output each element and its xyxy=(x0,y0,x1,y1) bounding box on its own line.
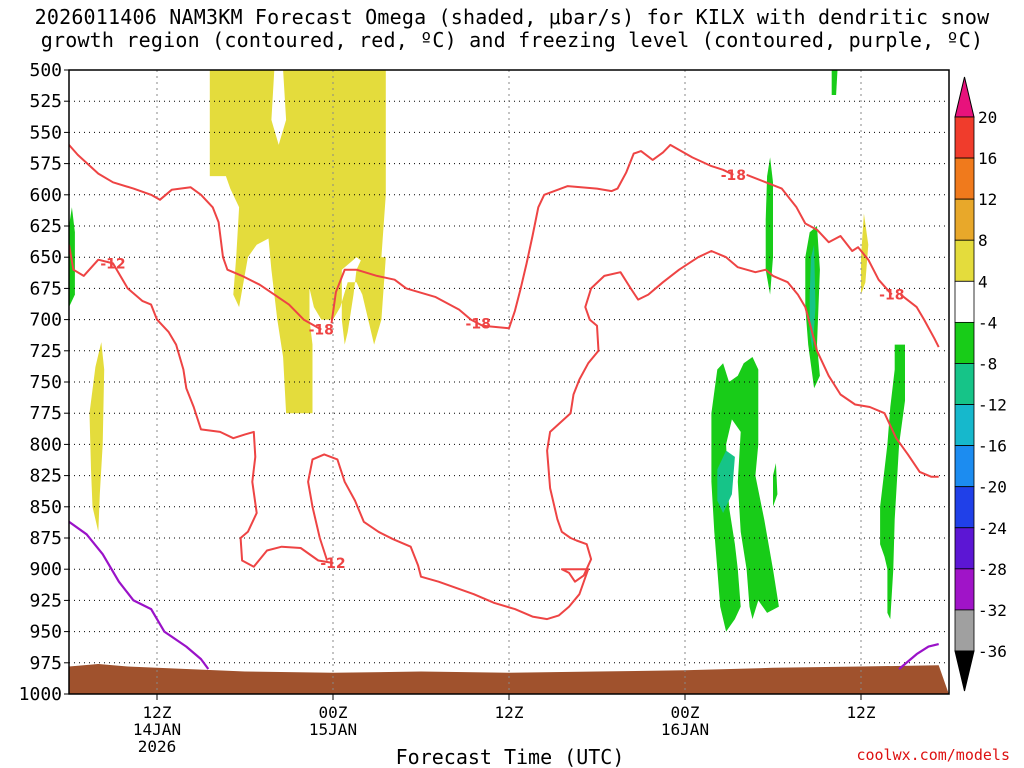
colorbar-bin xyxy=(954,445,975,488)
contour-labels: -12 -18 -18 -12 -18 -18 xyxy=(100,168,904,572)
colorbar-label: -20 xyxy=(978,478,1007,497)
colorbar: 20 16 12 8 4 -4 -8 -12 -16 -20 -24 -28 -32 -36 xyxy=(954,76,1007,692)
colorbar-bin xyxy=(954,280,975,323)
freezing-level-contour xyxy=(898,643,939,670)
colorbar-label: 20 xyxy=(978,108,997,127)
dgz-contour xyxy=(746,173,893,296)
x-tick-label: 12Z xyxy=(495,703,524,722)
colorbar-bin xyxy=(954,568,975,611)
colorbar-bin xyxy=(954,404,975,447)
colorbar-label: -4 xyxy=(978,313,997,332)
contour-lines xyxy=(69,143,940,670)
y-tick-label: 675 xyxy=(29,278,62,299)
colorbar-label: -24 xyxy=(978,519,1007,538)
dgz-contour xyxy=(330,143,734,330)
y-tick-label: 625 xyxy=(29,216,62,237)
y-tick-label: 550 xyxy=(29,122,62,143)
freezing-level-contour xyxy=(69,520,210,670)
grid-lines xyxy=(69,70,949,694)
contour-label: -18 xyxy=(466,316,491,332)
omega-region xyxy=(209,70,386,414)
colorbar-bin xyxy=(954,321,975,364)
site-credit: coolwx.com/models xyxy=(856,746,1010,764)
colorbar-label: -8 xyxy=(978,354,997,373)
omega-region xyxy=(831,70,838,95)
y-tick-label: 500 xyxy=(29,60,62,81)
y-tick-label: 575 xyxy=(29,154,62,175)
y-tick-label: 750 xyxy=(29,372,62,393)
x-tick-label: 16JAN xyxy=(661,720,709,739)
colorbar-bin xyxy=(954,486,975,529)
omega-region xyxy=(809,244,816,351)
colorbar-bin xyxy=(954,609,975,652)
omega-region xyxy=(880,344,905,620)
colorbar-bin xyxy=(954,116,975,159)
dgz-contour xyxy=(69,244,334,568)
y-tick-label: 825 xyxy=(29,466,62,487)
y-tick-label: 925 xyxy=(29,590,62,611)
colorbar-label: 12 xyxy=(978,190,997,209)
dgz-contour xyxy=(69,144,322,331)
y-tick-label: 900 xyxy=(29,559,62,580)
chart-title-line2: growth region (contoured, red, ºC) and f… xyxy=(40,28,984,52)
x-tick-label: 12Z xyxy=(847,703,876,722)
y-tick-label: 700 xyxy=(29,310,62,331)
terrain-fill xyxy=(69,664,949,694)
dgz-contour xyxy=(899,293,940,348)
colorbar-bin xyxy=(954,198,975,241)
colorbar-label: -28 xyxy=(978,560,1007,579)
x-tick-label: 2026 xyxy=(138,737,177,756)
contour-label: -12 xyxy=(320,556,345,572)
dgz-contour xyxy=(307,250,939,621)
colorbar-bin xyxy=(954,527,975,570)
y-tick-label: 525 xyxy=(29,91,62,112)
y-tick-label: 975 xyxy=(29,653,62,674)
omega-region xyxy=(773,463,778,507)
y-tick-label: 800 xyxy=(29,434,62,455)
terrain-surface xyxy=(69,664,949,694)
colorbar-label: -36 xyxy=(978,642,1007,661)
contour-label: -18 xyxy=(879,288,904,304)
x-tick-label: 00Z xyxy=(671,703,700,722)
contour-label: -18 xyxy=(309,323,334,339)
colorbar-label: 4 xyxy=(978,272,988,291)
y-tick-label: 1000 xyxy=(19,684,62,705)
y-tick-label: 725 xyxy=(29,341,62,362)
omega-region xyxy=(711,357,779,632)
contour-label: -18 xyxy=(721,168,746,184)
y-tick-label: 950 xyxy=(29,622,62,643)
colorbar-bin xyxy=(954,363,975,405)
omega-region xyxy=(717,450,735,513)
omega-region xyxy=(89,342,105,532)
x-tick-label: 15JAN xyxy=(309,720,357,739)
chart-title-line1: 2026011406 NAM3KM Forecast Omega (shaded… xyxy=(34,5,990,29)
y-tick-label: 850 xyxy=(29,497,62,518)
omega-shading xyxy=(69,70,905,632)
colorbar-label: 8 xyxy=(978,231,988,250)
chart-title: 2026011406 NAM3KM Forecast Omega (shaded… xyxy=(0,6,1024,52)
colorbar-over-triangle xyxy=(954,76,975,118)
y-tick-label: 775 xyxy=(29,403,62,424)
x-axis-title: Forecast Time (UTC) xyxy=(396,745,625,768)
colorbar-label: 16 xyxy=(978,149,997,168)
y-tick-label: 650 xyxy=(29,247,62,268)
y-axis: 500 525 550 575 600 625 650 675 700 725 750 775 800 8… xyxy=(19,60,69,705)
x-tick-label: 12Z xyxy=(143,703,172,722)
y-tick-label: 600 xyxy=(29,185,62,206)
colorbar-label: -16 xyxy=(978,437,1007,456)
contour-label: -12 xyxy=(100,256,125,272)
x-tick-label: 14JAN xyxy=(133,720,181,739)
colorbar-bin xyxy=(954,157,975,200)
y-tick-label: 875 xyxy=(29,528,62,549)
colorbar-under-triangle xyxy=(954,650,975,692)
colorbar-bin xyxy=(954,239,975,282)
colorbar-label: -12 xyxy=(978,396,1007,415)
colorbar-label: -32 xyxy=(978,601,1007,620)
x-tick-label: 00Z xyxy=(319,703,348,722)
